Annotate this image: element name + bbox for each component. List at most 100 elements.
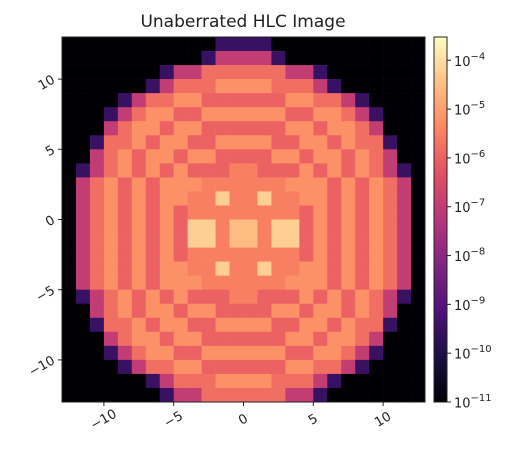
heat-cell (397, 331, 412, 347)
heat-cell (187, 191, 202, 206)
heat-cell (117, 387, 133, 403)
heat-cell (131, 65, 147, 80)
heat-cell (243, 317, 258, 333)
heat-cell (341, 261, 356, 276)
heat-cell (411, 331, 426, 347)
heat-cell (131, 275, 147, 290)
heat-cell (215, 107, 230, 122)
heat-cell (62, 247, 77, 262)
heat-cell (159, 107, 174, 122)
heat-cell (117, 233, 133, 248)
heat-cell (327, 107, 342, 122)
heat-cell (131, 79, 147, 94)
heat-cell (271, 93, 286, 108)
heat-cell (397, 219, 412, 234)
heat-cell (341, 121, 356, 136)
heat-cell (355, 107, 370, 122)
heat-cell (173, 163, 188, 178)
heat-cell (229, 177, 244, 192)
heat-cell (243, 289, 258, 305)
heat-cell (159, 247, 174, 262)
heat-cell (159, 79, 174, 94)
heat-cell (369, 247, 384, 262)
heat-cell (201, 219, 216, 234)
heat-cell (145, 163, 161, 178)
heat-cell (117, 191, 133, 206)
heat-cell (75, 107, 91, 122)
heat-cell (145, 177, 161, 192)
heat-cell (243, 163, 258, 178)
heat-cell (103, 121, 119, 136)
heat-cell (103, 65, 119, 80)
heat-cell (355, 359, 370, 375)
heat-cell (313, 359, 328, 375)
heat-cell (215, 275, 230, 290)
heat-cell (327, 247, 342, 262)
heat-cell (243, 303, 258, 319)
heat-cell (313, 163, 328, 178)
heat-cell (173, 359, 188, 375)
heat-cell (355, 233, 370, 248)
heat-cell (243, 107, 258, 122)
heat-cell (397, 303, 412, 319)
heat-cell (145, 289, 161, 305)
heat-cell (369, 65, 384, 80)
heat-cell (271, 331, 286, 347)
heat-cell (355, 79, 370, 94)
heat-cell (187, 135, 202, 150)
heat-cell (411, 205, 426, 220)
heat-cell (327, 177, 342, 192)
heat-cell (103, 373, 119, 389)
heat-cell (271, 135, 286, 150)
heat-cell (271, 345, 286, 361)
heat-cell (187, 261, 202, 276)
heat-cell (215, 331, 230, 347)
heat-cell (215, 191, 230, 206)
heat-cell (103, 331, 119, 347)
heat-cell (411, 373, 426, 389)
heat-cell (215, 163, 230, 178)
heat-cell (271, 387, 286, 403)
x-tick-label: −5 (162, 409, 186, 432)
heat-cell (313, 107, 328, 122)
heat-cell (369, 37, 384, 52)
heat-cell (341, 331, 356, 347)
heat-cell (411, 163, 426, 178)
heat-cell (257, 163, 272, 178)
heat-cell (131, 51, 147, 66)
heat-cell (243, 359, 258, 375)
heat-cell (341, 275, 356, 290)
heat-cell (299, 191, 314, 206)
heat-cell (313, 317, 328, 333)
heat-cell (229, 303, 244, 319)
heat-cell (159, 135, 174, 150)
colorbar-tick-label: 10−9 (454, 295, 485, 314)
heat-cell (257, 65, 272, 80)
heat-cell (201, 51, 216, 66)
heat-cell (173, 275, 188, 290)
heat-cell (201, 331, 216, 347)
heat-cell (187, 79, 202, 94)
heat-cell (145, 233, 161, 248)
heat-cell (187, 387, 202, 403)
heat-cell (117, 317, 133, 333)
heat-cell (215, 65, 230, 80)
heat-cell (341, 247, 356, 262)
heat-cell (313, 177, 328, 192)
heat-cell (117, 373, 133, 389)
heat-cell (103, 303, 119, 319)
heat-cell (62, 219, 77, 234)
colorbar-tick-label: 10−7 (454, 198, 485, 217)
heat-cell (103, 219, 119, 234)
heat-cell (257, 93, 272, 108)
heat-cell (131, 247, 147, 262)
heat-cell (299, 205, 314, 220)
heat-cell (313, 191, 328, 206)
x-tick-label: −10 (88, 407, 119, 434)
heat-cell (299, 289, 314, 305)
heat-cell (75, 373, 91, 389)
heat-cell (62, 275, 77, 290)
heat-cell (327, 289, 342, 305)
heat-cell (131, 317, 147, 333)
heat-cell (89, 219, 105, 234)
